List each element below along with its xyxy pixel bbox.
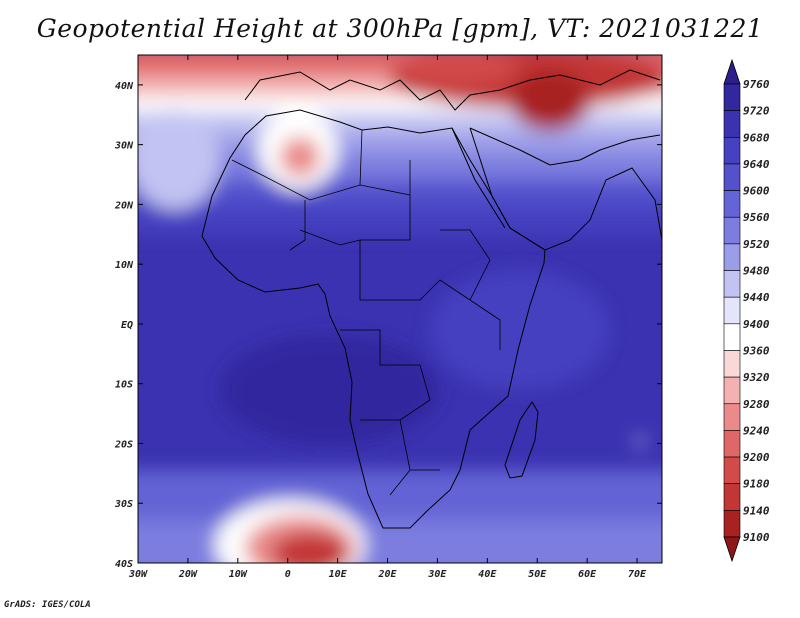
arabia-coastline: [469, 127, 662, 251]
colorbar-swatch: [723, 376, 741, 405]
colorbar-swatch: [723, 296, 741, 325]
colorbar-swatch: [723, 136, 741, 165]
field-algeria-lobe-pink: [280, 137, 320, 177]
coastlines: [201, 69, 662, 529]
x-tick-label: 60E: [578, 569, 597, 580]
colorbar-label: 9360: [743, 344, 770, 357]
y-tick-label: 40S: [115, 559, 133, 570]
colorbar-label: 9600: [743, 185, 770, 198]
colorbar-swatch: [723, 110, 741, 138]
y-tick-label: 30N: [114, 141, 134, 152]
colorbar: 9760 9720 9680 9640 9600 9560 9520 9480 9440 9400…: [723, 58, 770, 563]
x-tick-label: 40E: [478, 569, 497, 580]
colorbar-swatch: [723, 163, 741, 191]
colorbar-label: 9720: [743, 105, 770, 118]
colorbar-label: 9240: [743, 424, 770, 437]
colorbar-swatch: [723, 403, 741, 431]
colorbar-swatch: [723, 83, 741, 111]
colorbar-label: 9400: [743, 318, 770, 331]
x-axis: 30W 20W 10W 0 10E 20E 30E 40E 50E 60E 70E: [128, 55, 647, 580]
colorbar-label: 9760: [743, 78, 770, 91]
colorbar-bottom-arrow: [723, 536, 741, 563]
map-title: Geopotential Height at 300hPa [gpm], VT:…: [36, 14, 764, 43]
field-indian-ocean-pool: [430, 270, 610, 390]
red-sea-coastline: [451, 127, 506, 229]
y-axis: 40N 30N 20N 10N EQ 10S 20S 30S 40S: [114, 81, 662, 570]
x-tick-label: 0: [285, 569, 291, 580]
x-tick-label: 10E: [329, 569, 348, 580]
x-tick-label: 10W: [229, 569, 248, 580]
colorbar-label: 9280: [743, 398, 770, 411]
colorbar-swatch: [723, 190, 741, 218]
africa-coastline: [201, 109, 546, 529]
colorbar-label: 9100: [743, 531, 770, 544]
colorbar-swatch: [723, 456, 741, 485]
plot-frame: [137, 54, 663, 564]
y-tick-label: 30S: [114, 499, 133, 510]
colorbar-swatch: [723, 270, 741, 298]
colorbar-label: 9480: [743, 265, 770, 278]
colorbar-swatch: [723, 430, 741, 458]
colorbar-label: 9680: [743, 131, 770, 144]
madagascar-coastline: [504, 401, 539, 479]
y-tick-label: 20N: [114, 200, 134, 211]
geopotential-field: [138, 55, 662, 563]
field-ne-dark: [510, 70, 590, 130]
y-tick-label: 40N: [115, 81, 134, 92]
colorbar-label: 9180: [743, 478, 770, 491]
colorbar-swatch: [723, 483, 741, 511]
colorbar-swatch: [723, 350, 741, 378]
colorbar-swatch: [723, 216, 741, 245]
country-borders: [231, 129, 501, 496]
colorbar-swatch: [723, 510, 741, 538]
colorbar-label: 9140: [743, 504, 770, 517]
field-mauritius-spot: [635, 436, 645, 446]
x-tick-label: 20W: [178, 569, 198, 580]
field-n-red: [400, 55, 520, 86]
field-band-27n: [138, 150, 662, 180]
x-tick-label: 30W: [128, 569, 148, 580]
field-west-lobe: [138, 110, 220, 210]
europe-coastline: [244, 69, 661, 111]
colorbar-label: 9200: [743, 451, 770, 464]
colorbar-label: 9560: [743, 211, 770, 224]
field-sw-red: [272, 533, 348, 563]
colorbar-top-arrow: [723, 58, 741, 85]
colorbar-label: 9520: [743, 238, 770, 251]
colorbar-label: 9320: [743, 371, 770, 384]
grads-credit: GrADS: IGES/COLA: [4, 600, 91, 610]
y-tick-label: 10S: [115, 380, 133, 391]
x-tick-label: 70E: [628, 569, 647, 580]
colorbar-label: 9640: [743, 158, 770, 171]
field-interior-pool: [220, 335, 440, 445]
field-band-31n: [138, 128, 662, 154]
colorbar-swatch: [723, 243, 741, 271]
x-tick-label: 20E: [377, 569, 397, 580]
colorbar-label: 9440: [743, 291, 770, 304]
y-tick-label: 10N: [115, 260, 134, 271]
y-tick-label: EQ: [121, 320, 133, 331]
x-tick-label: 50E: [528, 569, 547, 580]
x-tick-label: 30E: [427, 569, 447, 580]
colorbar-swatch: [723, 323, 741, 351]
y-tick-label: 20S: [114, 439, 133, 450]
